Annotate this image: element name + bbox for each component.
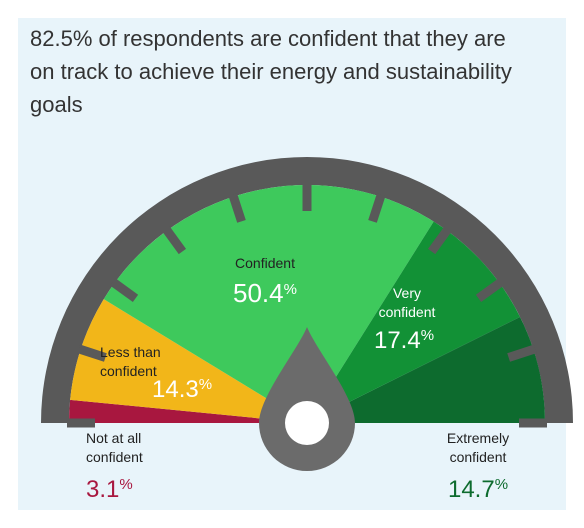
slice-less-than-confident — [70, 299, 308, 423]
percent-sign: % — [119, 476, 132, 493]
gauge-tick — [77, 344, 107, 362]
gauge-tick — [228, 193, 246, 223]
gauge-tick — [162, 226, 187, 255]
slice-label: Confident — [235, 255, 295, 271]
slice-not-at-all-confident — [69, 399, 307, 423]
gauge-tick — [475, 278, 504, 303]
gauge-ticks — [67, 183, 547, 428]
gauge-tick — [427, 226, 452, 255]
data-label: 14.7% — [448, 476, 508, 503]
data-label: 3.1% — [86, 476, 133, 503]
gauge-tick — [368, 193, 386, 223]
slice-label: Less than — [100, 344, 161, 360]
percent-sign: % — [284, 281, 297, 298]
slice-extremely-confident — [307, 316, 545, 423]
gauge-tick — [110, 278, 139, 303]
slice-very-confident — [307, 221, 521, 423]
slice-confident — [103, 185, 434, 423]
slice-label: Extremely — [447, 430, 509, 446]
gauge-needle — [259, 327, 355, 471]
slice-label: Very — [393, 285, 421, 301]
slice-label: Not at all — [86, 430, 141, 446]
needle-hub — [285, 401, 329, 445]
slice-label: confident — [379, 304, 436, 320]
percent-sign: % — [421, 327, 434, 344]
slice-label: confident — [450, 449, 507, 465]
percent-sign: % — [199, 376, 212, 393]
slice-label: confident — [100, 363, 157, 379]
gauge-tick — [507, 344, 537, 362]
gauge-rim — [41, 157, 573, 423]
slice-label: confident — [86, 449, 143, 465]
percent-sign: % — [495, 476, 508, 493]
gauge-slices — [69, 185, 545, 423]
chart-title: 82.5% of respondents are confident that … — [30, 26, 512, 117]
gauge-labels: Not at all confident 3.1% Less than confiden… — [86, 255, 509, 503]
